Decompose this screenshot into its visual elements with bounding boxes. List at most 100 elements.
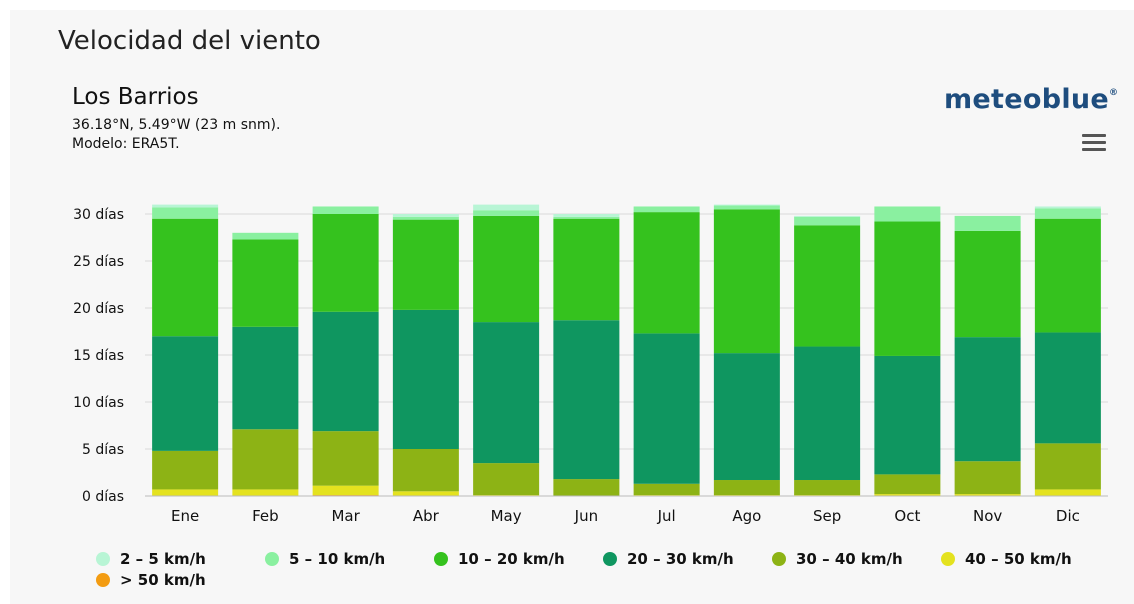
x-tick-label: Jul xyxy=(657,507,676,525)
bar-segment[interactable] xyxy=(713,205,780,210)
bar-segment[interactable] xyxy=(553,216,620,219)
bar-segment[interactable] xyxy=(392,216,459,220)
bar-segment[interactable] xyxy=(713,204,780,206)
bar-segment[interactable] xyxy=(1034,489,1101,496)
bar-segment[interactable] xyxy=(954,230,1021,338)
menu-line xyxy=(1082,141,1106,144)
legend-label: 5 – 10 km/h xyxy=(289,550,386,568)
x-tick-label: Ene xyxy=(171,507,199,525)
legend-label: 20 – 30 km/h xyxy=(627,550,734,568)
bar-segment[interactable] xyxy=(312,311,379,432)
page-title: Velocidad del viento xyxy=(58,26,321,56)
bar-segment[interactable] xyxy=(473,215,540,323)
bar-segment[interactable] xyxy=(874,474,941,495)
bar-segment[interactable] xyxy=(392,214,459,217)
bar-segment[interactable] xyxy=(473,463,540,496)
bar-segment[interactable] xyxy=(152,207,219,219)
bar-segment[interactable] xyxy=(392,449,459,492)
x-tick-label: Nov xyxy=(973,507,1002,525)
legend-item[interactable]: 20 – 30 km/h xyxy=(603,550,734,568)
legend-label: 40 – 50 km/h xyxy=(965,550,1072,568)
bar-segment[interactable] xyxy=(633,333,700,484)
bar-segment[interactable] xyxy=(553,479,620,496)
bar-segment[interactable] xyxy=(232,232,299,240)
bar-segment[interactable] xyxy=(232,489,299,496)
bar-segment[interactable] xyxy=(392,309,459,449)
x-tick-label: Sep xyxy=(813,507,841,525)
bar-segment[interactable] xyxy=(874,494,941,496)
bar-segment[interactable] xyxy=(874,221,941,356)
bar-segment[interactable] xyxy=(312,206,379,214)
hamburger-menu-icon[interactable] xyxy=(1082,134,1106,152)
bar-segment[interactable] xyxy=(794,215,861,217)
legend-label: > 50 km/h xyxy=(120,571,206,589)
bar-segment[interactable] xyxy=(152,489,219,496)
y-tick-label: 10 días xyxy=(73,395,124,411)
bar-segment[interactable] xyxy=(312,485,379,496)
bar-segment[interactable] xyxy=(392,491,459,496)
bar-segment[interactable] xyxy=(633,212,700,334)
bar-segment[interactable] xyxy=(312,214,379,312)
bar-segment[interactable] xyxy=(152,450,219,490)
legend-item[interactable]: > 50 km/h xyxy=(96,571,206,589)
legend-marker xyxy=(941,552,955,566)
bar-segment[interactable] xyxy=(794,216,861,226)
legend-item[interactable]: 40 – 50 km/h xyxy=(941,550,1072,568)
bar-segment[interactable] xyxy=(954,337,1021,462)
x-tick-label: Feb xyxy=(252,507,279,525)
bar-segment[interactable] xyxy=(713,353,780,481)
bar-segment[interactable] xyxy=(232,239,299,327)
x-tick-label: Abr xyxy=(413,507,440,525)
bar-segment[interactable] xyxy=(473,322,540,464)
legend-marker xyxy=(96,573,110,587)
bar-segment[interactable] xyxy=(874,206,941,222)
bar-segment[interactable] xyxy=(553,214,620,217)
legend-item[interactable]: 2 – 5 km/h xyxy=(96,550,206,568)
bar-segment[interactable] xyxy=(232,326,299,430)
x-tick-label: May xyxy=(491,507,522,525)
legend-item[interactable]: 5 – 10 km/h xyxy=(265,550,385,568)
legend-item[interactable]: 10 – 20 km/h xyxy=(434,550,565,568)
bar-segment[interactable] xyxy=(633,483,700,496)
legend-marker xyxy=(603,552,617,566)
bar-segment[interactable] xyxy=(713,480,780,496)
x-tick-label: Jun xyxy=(574,507,598,525)
bar-segment[interactable] xyxy=(473,210,540,216)
bar-segment[interactable] xyxy=(312,431,379,486)
bar-segment[interactable] xyxy=(954,494,1021,496)
legend-marker xyxy=(434,552,448,566)
x-tick-label: Dic xyxy=(1056,507,1080,525)
registered-mark: ® xyxy=(1109,88,1119,98)
legend-marker xyxy=(772,552,786,566)
bar-segment[interactable] xyxy=(633,206,700,213)
legend-label: 10 – 20 km/h xyxy=(458,550,565,568)
bar-segment[interactable] xyxy=(392,219,459,310)
bar-segment[interactable] xyxy=(152,204,219,208)
bar-segment[interactable] xyxy=(1034,332,1101,444)
bar-segment[interactable] xyxy=(713,209,780,354)
y-tick-label: 15 días xyxy=(73,348,124,364)
bar-segment[interactable] xyxy=(874,355,941,475)
menu-line xyxy=(1082,148,1106,151)
bar-segment[interactable] xyxy=(794,225,861,347)
y-tick-label: 30 días xyxy=(73,207,124,223)
x-tick-label: Ago xyxy=(732,507,761,525)
bar-segment[interactable] xyxy=(553,320,620,480)
y-tick-label: 20 días xyxy=(73,301,124,317)
bar-segment[interactable] xyxy=(794,346,861,481)
bar-segment[interactable] xyxy=(1034,218,1101,333)
bar-segment[interactable] xyxy=(954,461,1021,495)
bar-segment[interactable] xyxy=(954,215,1021,231)
bar-segment[interactable] xyxy=(232,429,299,490)
bar-segment[interactable] xyxy=(473,204,540,211)
bar-segment[interactable] xyxy=(794,480,861,496)
meteoblue-logo[interactable]: meteoblue® xyxy=(944,84,1118,115)
bar-segment[interactable] xyxy=(1034,206,1101,209)
bar-segment[interactable] xyxy=(152,218,219,337)
bar-segment[interactable] xyxy=(1034,443,1101,490)
bar-segment[interactable] xyxy=(152,336,219,451)
bar-segment[interactable] xyxy=(1034,208,1101,219)
bar-segment[interactable] xyxy=(553,218,620,321)
x-tick-label: Oct xyxy=(894,507,920,525)
legend-item[interactable]: 30 – 40 km/h xyxy=(772,550,903,568)
